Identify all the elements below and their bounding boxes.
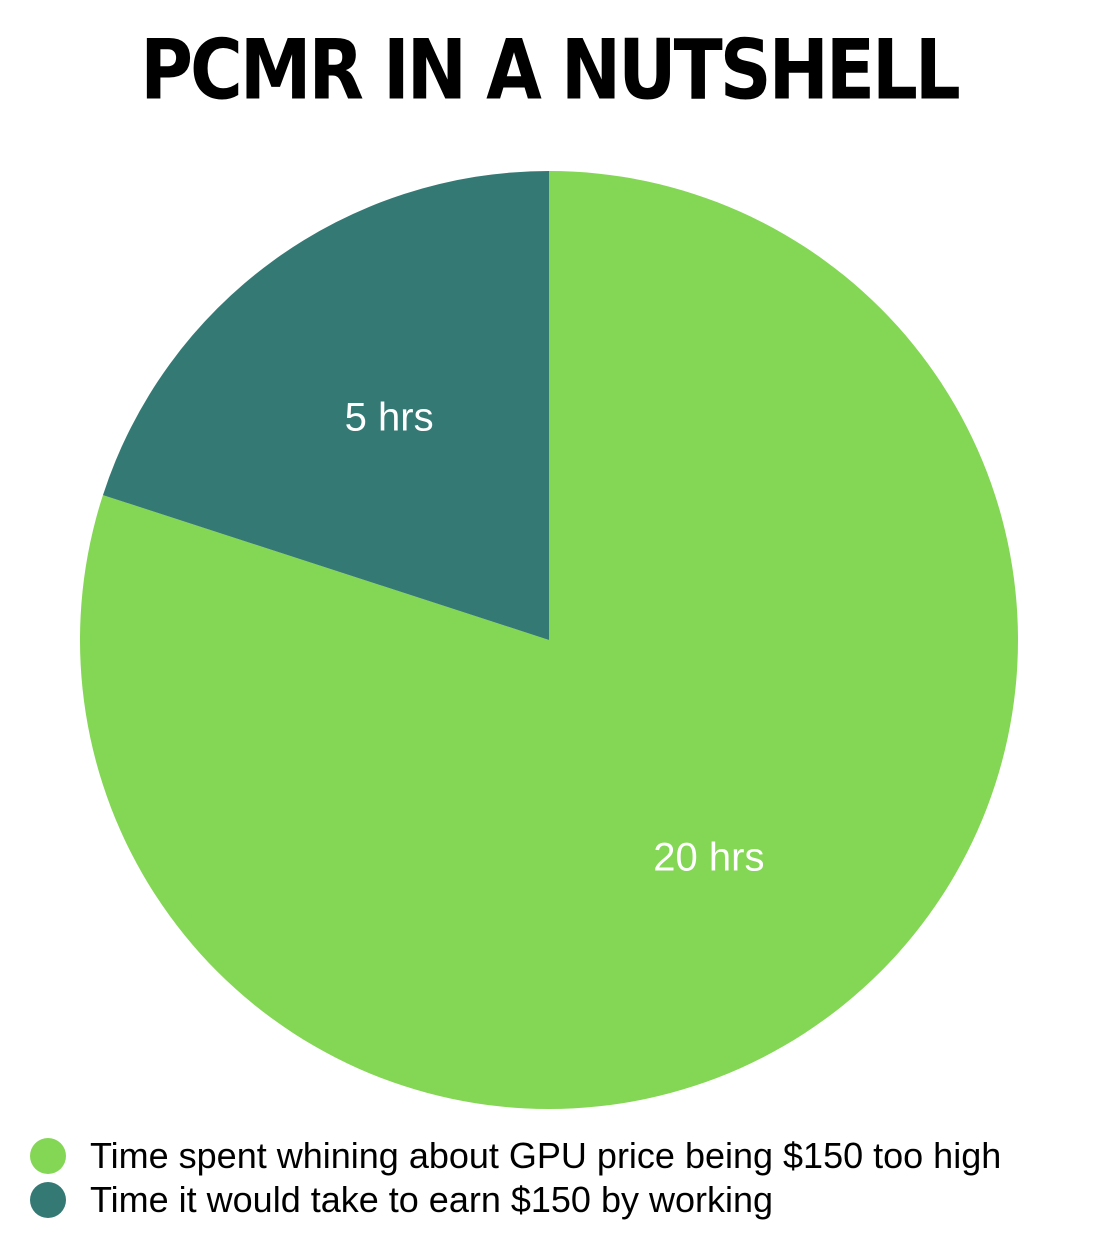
data-label-working: 5 hrs xyxy=(345,395,434,439)
legend-label-whining: Time spent whining about GPU price being… xyxy=(90,1135,1002,1176)
legend-swatch-working xyxy=(30,1182,66,1218)
data-label-whining: 20 hrs xyxy=(653,836,764,880)
legend-label-working: Time it would take to earn $150 by worki… xyxy=(90,1179,774,1220)
legend-item-whining: Time spent whining about GPU price being… xyxy=(30,1134,1090,1178)
legend-item-working: Time it would take to earn $150 by worki… xyxy=(30,1178,1090,1222)
pie-slice-working xyxy=(102,171,549,640)
legend: Time spent whining about GPU price being… xyxy=(30,1134,1090,1222)
legend-swatch-whining xyxy=(30,1138,66,1174)
chart-title: PCMR IN A NUTSHELL xyxy=(140,21,961,119)
